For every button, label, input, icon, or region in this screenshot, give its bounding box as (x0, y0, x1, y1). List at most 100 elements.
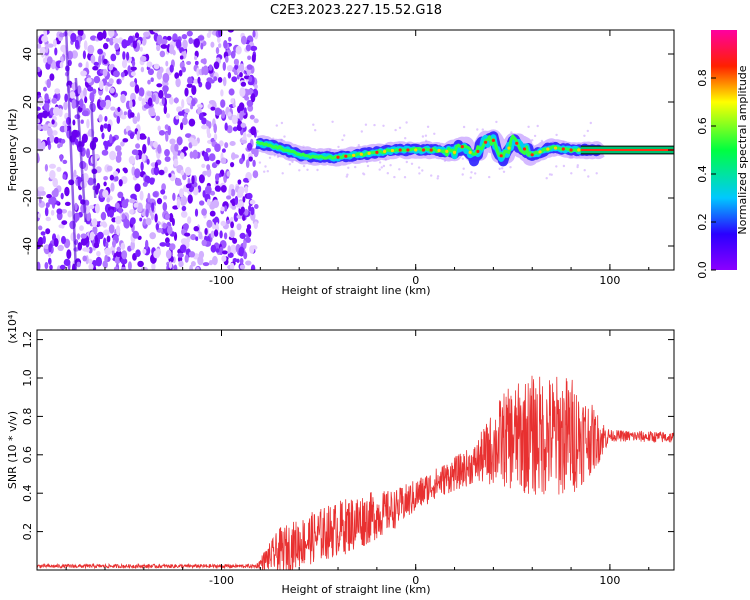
noise-speckle (103, 42, 109, 50)
noise-speckle (63, 101, 68, 111)
noise-speckle (169, 243, 176, 251)
noise-speckle (126, 51, 130, 61)
band-speckle (536, 124, 539, 128)
noise-speckle (224, 122, 228, 131)
noise-speckle (236, 74, 240, 80)
band-speckle (586, 129, 589, 133)
band-speckle (347, 166, 350, 169)
noise-speckle (85, 247, 90, 253)
band-speckle (488, 175, 491, 179)
noise-speckle (215, 222, 219, 231)
noise-speckle (220, 157, 227, 164)
noise-speckle (146, 61, 153, 68)
noise-speckle (139, 55, 147, 62)
noise-speckle (197, 35, 205, 41)
noise-speckle (146, 91, 153, 97)
noise-speckle (164, 156, 171, 163)
noise-speckle (176, 136, 183, 146)
noise-speckle (37, 66, 41, 73)
noise-speckle (159, 50, 166, 58)
noise-speckle (207, 132, 212, 139)
band-speckle (403, 176, 407, 179)
noise-speckle (194, 55, 198, 61)
noise-speckle (201, 124, 208, 130)
noise-speckle (132, 230, 140, 239)
noise-speckle (157, 144, 162, 154)
noise-speckle (101, 132, 105, 140)
noise-speckle (125, 198, 129, 203)
band-speckle (405, 160, 408, 164)
noise-speckle (109, 174, 115, 181)
band-speckle (275, 124, 278, 127)
spectrogram-ylabel: Frequency (Hz) (6, 109, 19, 192)
noise-speckle (129, 112, 135, 118)
noise-speckle (97, 48, 103, 55)
noise-speckle (50, 209, 55, 216)
noise-speckle (46, 78, 51, 89)
band-peak (522, 147, 527, 151)
noise-speckle (202, 58, 207, 65)
noise-speckle (60, 44, 67, 53)
noise-speckle (167, 225, 173, 235)
noise-speckle (157, 125, 161, 132)
band-speckle (510, 131, 513, 134)
noise-speckle (134, 168, 141, 179)
noise-speckle (64, 124, 68, 133)
noise-speckle (116, 150, 122, 157)
noise-speckle (181, 34, 188, 40)
noise-speckle (239, 63, 245, 73)
noise-speckle (169, 138, 176, 145)
noise-speckle (102, 68, 108, 77)
noise-speckle (152, 141, 158, 149)
noise-speckle (121, 250, 128, 260)
noise-speckle (240, 139, 248, 144)
noise-speckle (100, 124, 104, 133)
noise-speckle (53, 187, 59, 198)
noise-speckle (115, 145, 122, 152)
band-speckle (421, 135, 425, 138)
band-peak (546, 147, 550, 151)
noise-speckle (89, 231, 95, 241)
noise-speckle (253, 204, 259, 209)
noise-speckle (224, 142, 229, 149)
noise-speckle (120, 114, 127, 120)
noise-speckle (246, 192, 253, 200)
noise-speckle (210, 190, 216, 196)
noise-speckle (113, 70, 120, 78)
noise-speckle (165, 213, 170, 221)
noise-speckle (39, 47, 46, 56)
noise-speckle (96, 250, 101, 257)
noise-speckle (144, 175, 151, 184)
noise-speckle (67, 210, 73, 218)
colorbar-label: Normalized spectral amplitude (736, 65, 749, 234)
noise-speckle (58, 108, 63, 118)
noise-speckle (120, 242, 126, 250)
noise-speckle (215, 47, 220, 55)
noise-speckle (156, 83, 163, 88)
noise-speckle (253, 221, 258, 229)
noise-speckle (40, 231, 46, 236)
noise-speckle (112, 239, 116, 248)
noise-speckle (141, 36, 147, 46)
noise-speckle (222, 76, 227, 87)
noise-speckle (103, 58, 108, 65)
noise-speckle (107, 123, 112, 133)
noise-speckle (152, 94, 156, 103)
noise-speckle (134, 183, 141, 192)
noise-speckle (108, 30, 115, 38)
spectrogram-marks (37, 30, 674, 270)
noise-speckle (102, 189, 109, 198)
noise-speckle (64, 93, 68, 103)
noise-speckle (141, 98, 146, 107)
noise-speckle (129, 81, 136, 88)
noise-speckle (108, 64, 114, 71)
noise-speckle (163, 195, 168, 200)
noise-speckle (180, 200, 185, 206)
band-speckle (393, 175, 396, 179)
noise-speckle (195, 236, 199, 241)
noise-speckle (44, 93, 49, 102)
band-speckle (410, 162, 414, 165)
noise-speckle (172, 205, 179, 210)
noise-speckle (120, 141, 125, 147)
noise-speckle (92, 226, 98, 235)
